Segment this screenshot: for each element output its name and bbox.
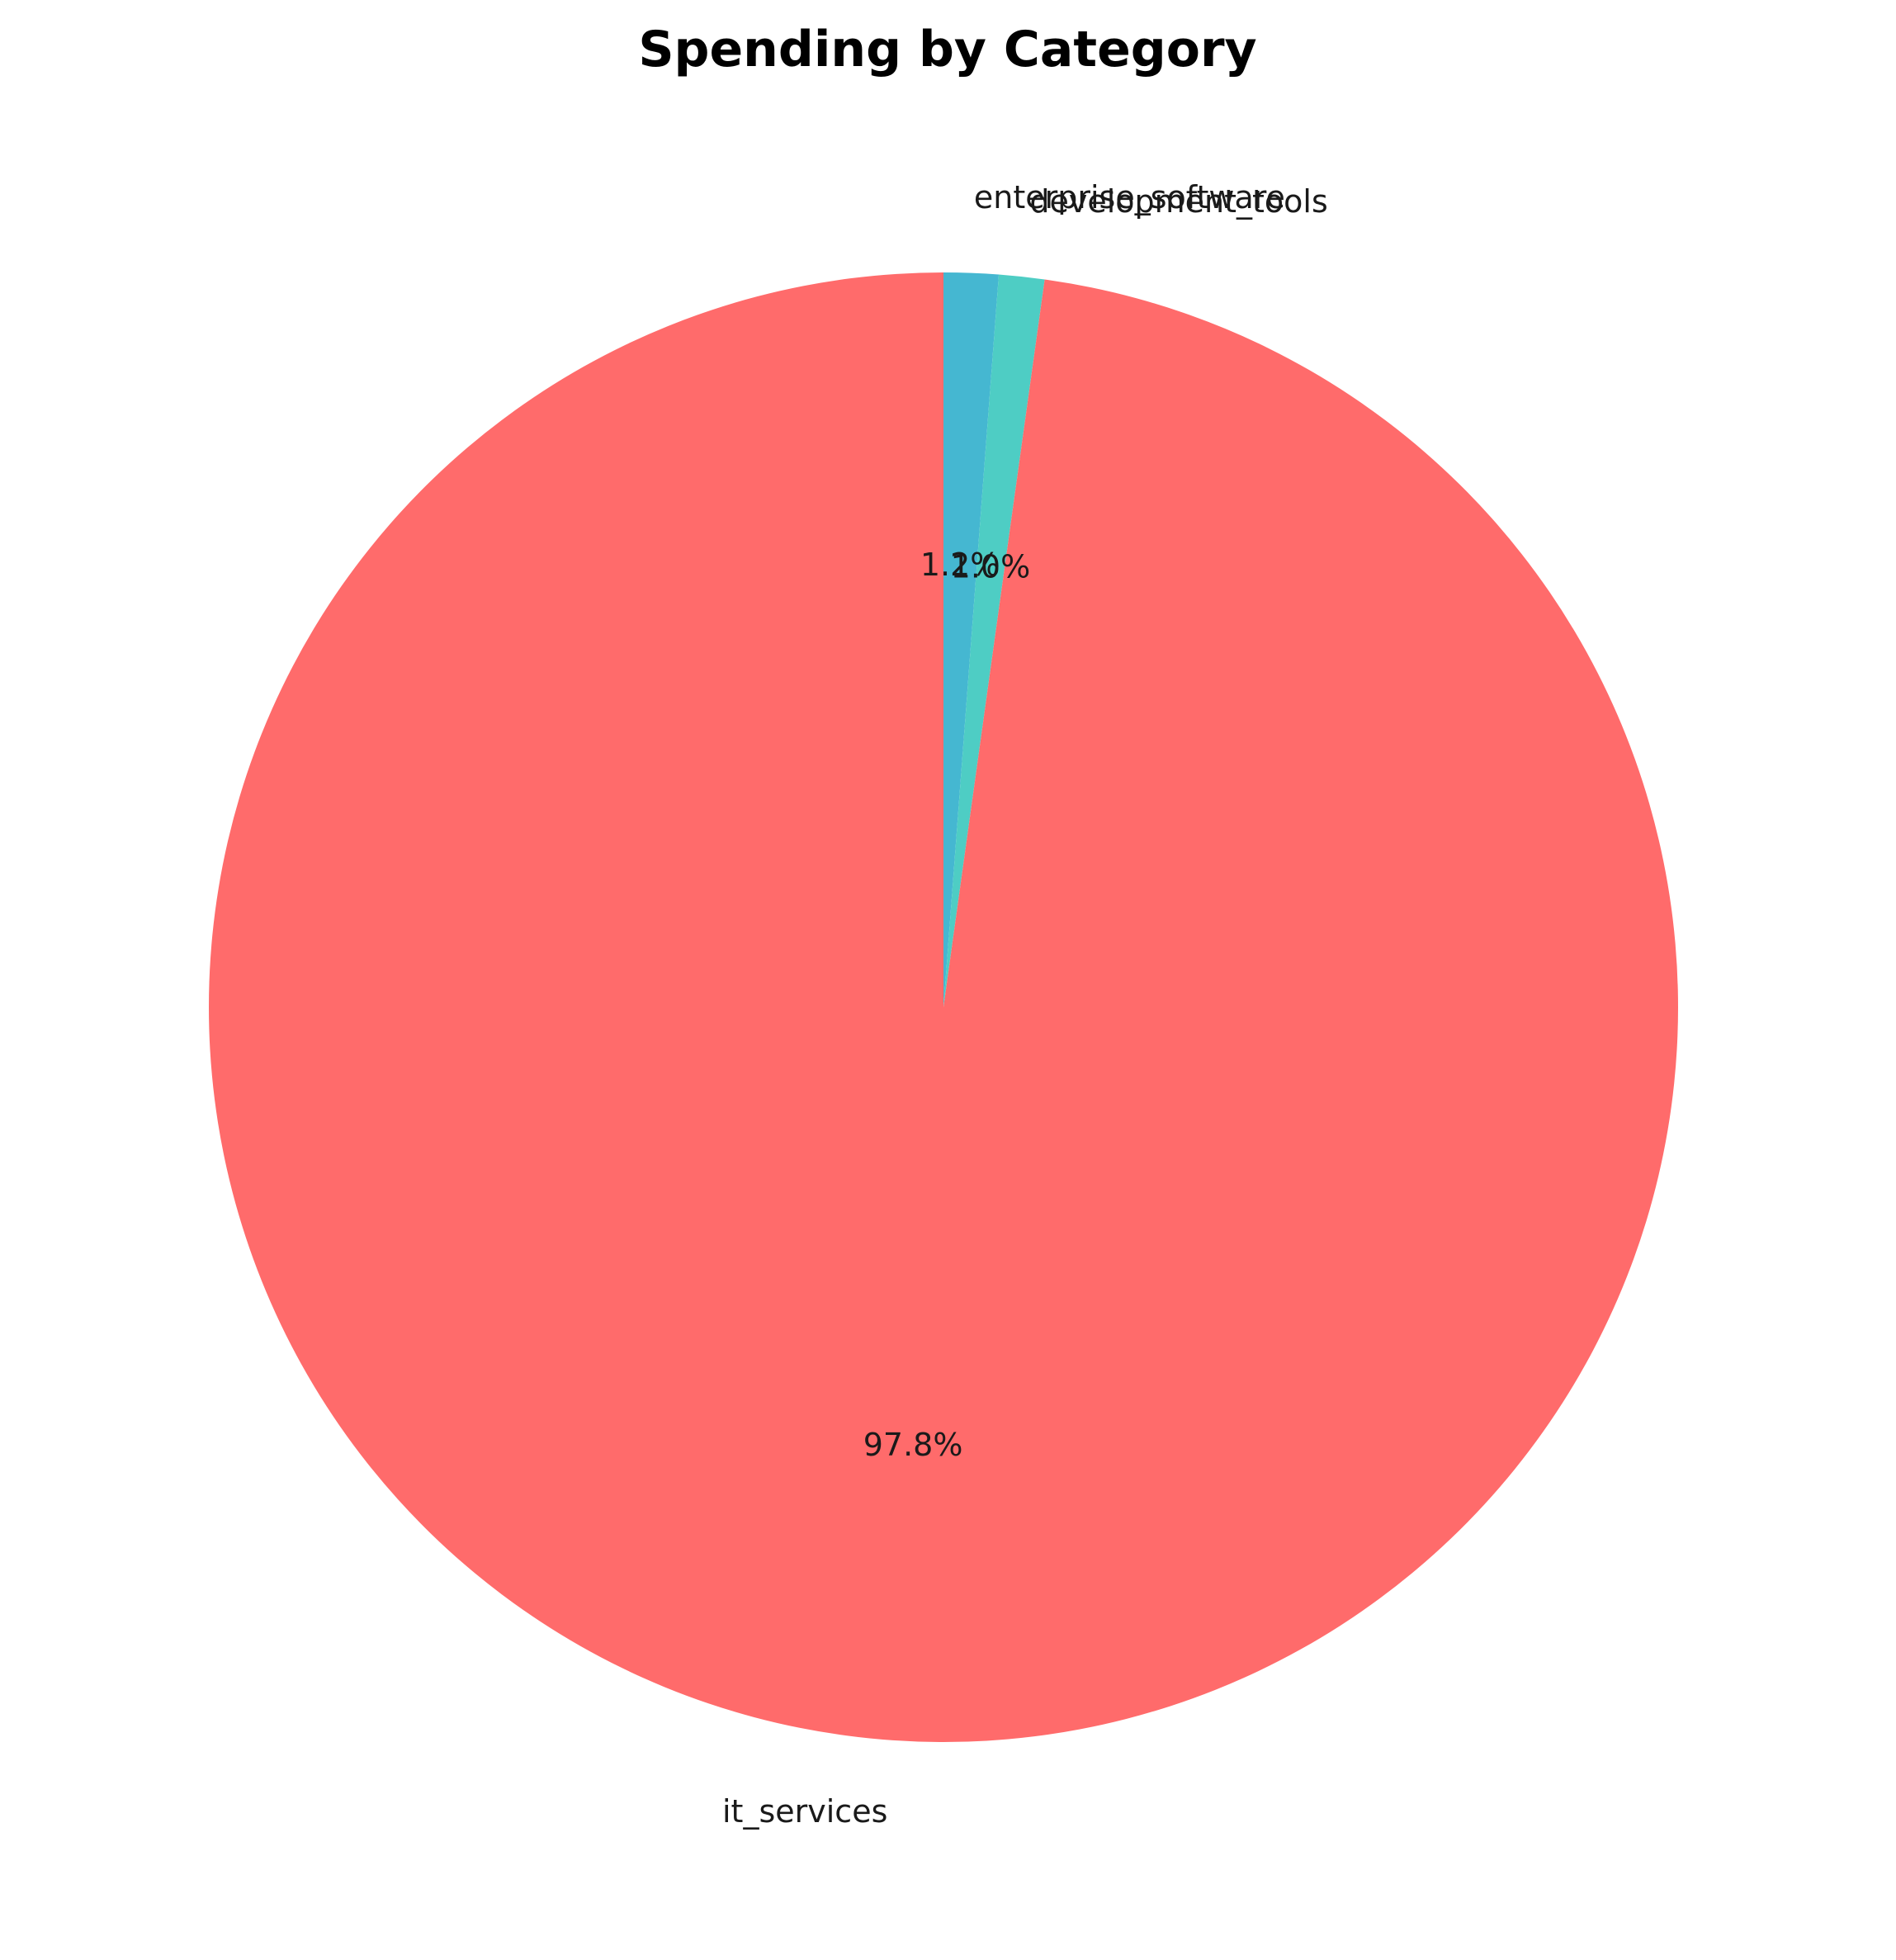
slice-label-it-services: it_services <box>722 1793 887 1830</box>
pie-slices <box>208 272 1678 1742</box>
pct-label-enterprise-software: 1.2% <box>920 547 1000 583</box>
percent-labels: 1.2%1.0% 97.8% <box>863 547 1030 1463</box>
slice-label-enterprise-software: enterprise_software <box>974 179 1285 215</box>
pct-label-development-tools: 1.0% <box>951 549 1031 585</box>
pie-slice-enterprise-software <box>943 272 1000 1007</box>
slice-label-development-tools: development_tools <box>1029 183 1327 220</box>
pct-label-it-services: 97.8% <box>863 1427 963 1463</box>
pie-slice-development-tools <box>943 274 1045 1007</box>
chart-title: Spending by Category <box>638 21 1256 78</box>
pie-slice-it-services <box>208 272 1678 1742</box>
